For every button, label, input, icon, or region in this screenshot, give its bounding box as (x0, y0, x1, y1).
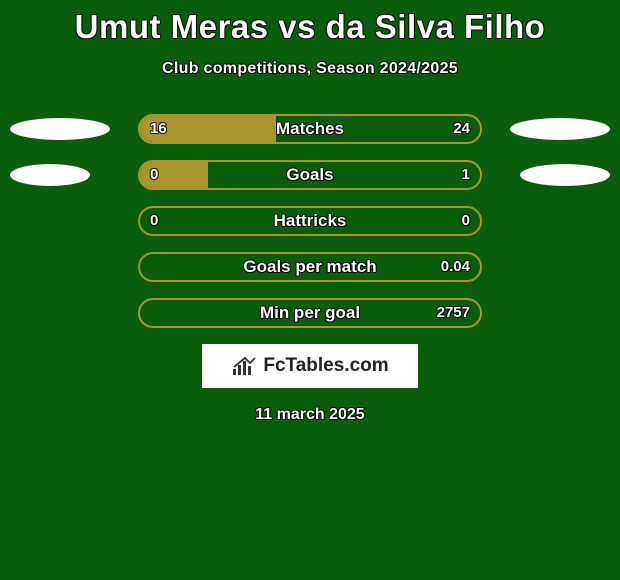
stat-label: Hattricks (138, 206, 482, 236)
chart-icon (231, 355, 257, 377)
date-text: 11 march 2025 (0, 406, 620, 424)
stat-row: 00Hattricks (0, 206, 620, 236)
stat-row: 1624Matches (0, 114, 620, 144)
stat-label: Matches (138, 114, 482, 144)
content: Umut Meras vs da Silva Filho Club compet… (0, 0, 620, 424)
left-oval (10, 164, 90, 186)
subtitle: Club competitions, Season 2024/2025 (0, 60, 620, 78)
stat-label: Goals per match (138, 252, 482, 282)
left-oval (10, 118, 110, 140)
stat-label: Min per goal (138, 298, 482, 328)
stat-row: 01Goals (0, 160, 620, 190)
stat-rows: 1624Matches 01Goals 00Hattricks 0.04Goals p… (0, 114, 620, 328)
right-oval (520, 164, 610, 186)
stat-label: Goals (138, 160, 482, 190)
brand-box: FcTables.com (202, 344, 418, 388)
stat-row: 0.04Goals per match (0, 252, 620, 282)
brand-text: FcTables.com (263, 355, 388, 377)
right-oval (510, 118, 610, 140)
stat-row: 2757Min per goal (0, 298, 620, 328)
page-title: Umut Meras vs da Silva Filho (0, 8, 620, 46)
